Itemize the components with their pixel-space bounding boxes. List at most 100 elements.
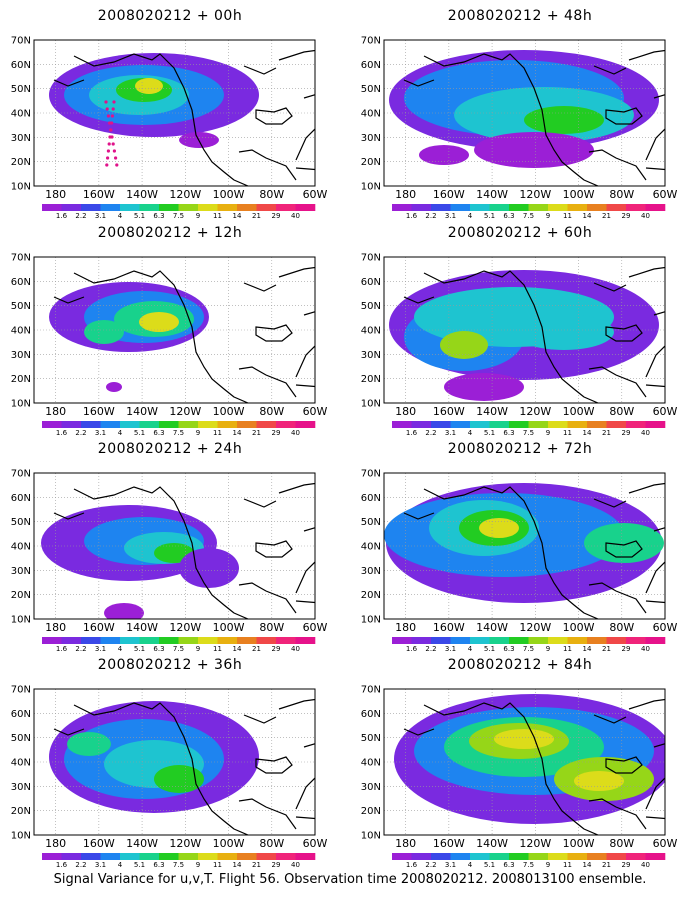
coastline: [403, 266, 665, 403]
lon-label: 60W: [653, 405, 678, 418]
colorbar-label: 29: [622, 861, 631, 869]
colorbar-label: 40: [641, 212, 650, 220]
lat-label: 60N: [361, 493, 381, 504]
panel-title: 2008020212 + 48h: [447, 8, 593, 24]
panel-title: 2008020212 + 60h: [447, 225, 593, 241]
lon-label: 80W: [609, 837, 634, 850]
colorbar-label: 11: [213, 429, 222, 437]
colorbar-label: 9: [196, 645, 200, 653]
colorbar-label: 2.2: [425, 645, 436, 653]
variance-contour: [419, 145, 469, 165]
colorbar-swatch: [139, 204, 160, 211]
lat-label: 10N: [11, 615, 31, 626]
colorbar-label: 40: [291, 861, 300, 869]
colorbar-swatch: [42, 204, 62, 211]
lat-label: 20N: [361, 374, 381, 385]
lat-label: 20N: [361, 157, 381, 168]
colorbar-label: 6.3: [153, 645, 164, 653]
colorbar-swatch: [528, 204, 549, 211]
map-panel-24h: 2008020212 + 24h 70N 60N 50N 40N 30N 20N 10N 180…: [0, 441, 340, 657]
lat-label: 20N: [361, 806, 381, 817]
lon-label: 80W: [259, 188, 284, 201]
colorbar-swatch: [489, 204, 510, 211]
variance-contour: [440, 331, 488, 359]
colorbar-swatch: [567, 421, 588, 428]
colorbar-label: 14: [583, 429, 592, 437]
colorbar-label: 1.6: [56, 645, 68, 653]
lon-label: 140W: [476, 837, 508, 850]
map-panel-36h: 2008020212 + 36h 70N 60N 50N 40N 30N 20N 10N 180…: [0, 657, 340, 873]
lon-label: 140W: [126, 405, 158, 418]
colorbar-label: 1.6: [56, 212, 68, 220]
colorbar-swatch: [392, 204, 412, 211]
lon-label: 80W: [609, 621, 634, 634]
colorbar-swatch: [276, 421, 296, 428]
lat-label: 70N: [11, 685, 31, 696]
colorbar-label: 5.1: [134, 861, 145, 869]
colorbar-swatch: [139, 637, 160, 644]
colorbar-swatch: [100, 637, 121, 644]
lon-label: 80W: [259, 837, 284, 850]
variance-map: 70N 60N 50N 40N 30N 20N 10N 180 160W 140W 120W 100W…: [361, 469, 678, 654]
colorbar-swatch: [645, 853, 666, 860]
lon-label: 80W: [609, 188, 634, 201]
colorbar-swatch: [411, 204, 432, 211]
lat-label: 20N: [11, 590, 31, 601]
lon-label: 140W: [126, 837, 158, 850]
colorbar-label: 3.1: [95, 645, 106, 653]
variance-map: 70N 60N 50N 40N 30N 20N 10N 180 160W 140W 120W 100W…: [361, 36, 678, 221]
colorbar-label: 21: [602, 429, 611, 437]
variance-contour: [154, 765, 204, 793]
coastline: [53, 49, 315, 186]
colorbar-swatch: [431, 204, 451, 211]
map-panel-60h: 2008020212 + 60h 70N 60N 50N 40N 30N 20N 10N 180…: [350, 225, 690, 441]
colorbar-label: 9: [196, 429, 200, 437]
colorbar-label: 1.6: [406, 645, 418, 653]
panel-title: 2008020212 + 72h: [447, 441, 593, 457]
coastline: [403, 482, 665, 619]
lat-label: 30N: [11, 782, 31, 793]
colorbar-swatch: [450, 421, 471, 428]
colorbar-swatch: [587, 853, 607, 860]
lon-label: 160W: [433, 188, 465, 201]
colorbar-swatch: [606, 204, 627, 211]
lat-label: 60N: [11, 60, 31, 71]
lat-label: 10N: [361, 182, 381, 193]
variance-contour: [320, 96, 332, 108]
colorbar-label: 7.5: [173, 429, 184, 437]
lon-label: 140W: [476, 621, 508, 634]
colorbar-swatch: [217, 637, 238, 644]
lat-label: 20N: [361, 590, 381, 601]
colorbar-label: 21: [252, 429, 261, 437]
colorbar-swatch: [42, 637, 62, 644]
lon-label: 100W: [563, 405, 595, 418]
colorbar-label: 14: [583, 645, 592, 653]
lat-label: 60N: [11, 709, 31, 720]
colorbar-label: 9: [196, 212, 200, 220]
colorbar-label: 4: [118, 861, 123, 869]
lon-label: 180: [395, 188, 416, 201]
colorbar-label: 40: [291, 429, 300, 437]
colorbar-swatch: [198, 204, 218, 211]
colorbar-swatch: [295, 637, 316, 644]
colorbar-swatch: [276, 637, 296, 644]
colorbar-swatch: [567, 637, 588, 644]
lat-label: 50N: [11, 733, 31, 744]
colorbar-label: 3.1: [445, 429, 456, 437]
colorbar-swatch: [256, 421, 277, 428]
variance-contour: [104, 603, 144, 619]
colorbar-label: 2.2: [75, 645, 86, 653]
lon-label: 140W: [126, 621, 158, 634]
lat-label: 10N: [361, 615, 381, 626]
colorbar-label: 5.1: [134, 645, 145, 653]
colorbar-swatch: [645, 204, 666, 211]
colorbar-swatch: [61, 421, 82, 428]
variance-map: 70N 60N 50N 40N 30N 20N 10N 180 160W 140W 120W 100W…: [11, 253, 328, 438]
colorbar-swatch: [198, 853, 218, 860]
colorbar-label: 7.5: [173, 212, 184, 220]
colorbar-swatch: [295, 421, 316, 428]
colorbar-label: 21: [602, 645, 611, 653]
colorbar-label: 14: [233, 645, 242, 653]
colorbar-swatch: [470, 637, 490, 644]
colorbar-swatch: [178, 853, 199, 860]
